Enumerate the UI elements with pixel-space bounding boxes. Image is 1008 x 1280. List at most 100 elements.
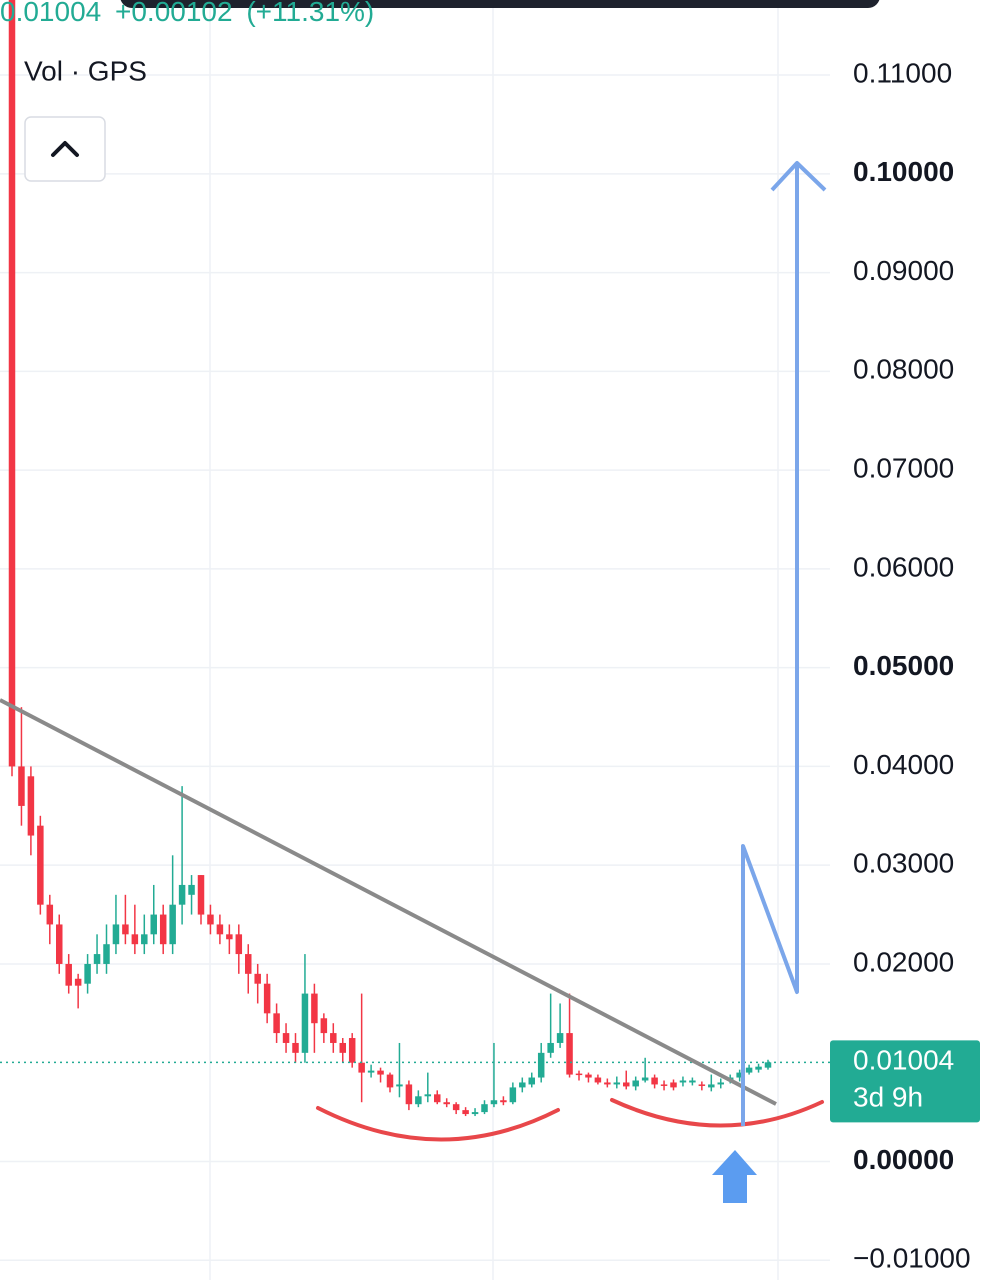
candle-body	[424, 1094, 432, 1097]
candle-body	[235, 934, 243, 955]
candle-body	[169, 904, 176, 945]
candle-body	[585, 1074, 592, 1078]
rounded-bottom-arc	[316, 1106, 560, 1142]
y-tick-label: 0.02000	[853, 946, 954, 977]
candle-body	[122, 924, 129, 935]
y-tick-label: 0.08000	[853, 354, 954, 385]
header-quote: 0.01004 +0.00102 (+11.31%)	[0, 0, 374, 27]
candle-body	[348, 1038, 356, 1063]
button-frame[interactable]	[24, 116, 106, 182]
candle-body	[46, 904, 54, 925]
candle-body	[301, 993, 309, 1053]
price-tag-value: 0.01004	[853, 1045, 954, 1076]
candle-body	[27, 776, 35, 836]
candle-body	[509, 1087, 517, 1103]
rounded-bottom-arc	[610, 1098, 824, 1128]
candle-body	[386, 1074, 394, 1088]
candle-body	[226, 934, 233, 940]
candle-body	[641, 1077, 649, 1081]
top-overlay-bar	[120, 0, 880, 8]
up-arrow-icon	[712, 1150, 757, 1203]
drawings	[0, 161, 827, 1203]
candle-body	[443, 1102, 450, 1105]
candle-body	[112, 924, 120, 945]
candle-body	[462, 1110, 469, 1115]
volume-label: Vol · GPS	[24, 55, 147, 86]
candle-body	[150, 914, 157, 935]
candle-body	[594, 1077, 602, 1083]
candle-body	[74, 978, 82, 986]
candle-body	[490, 1100, 498, 1105]
chevron-up-icon[interactable]	[51, 141, 79, 157]
candle-body	[566, 1033, 573, 1075]
candle-body	[708, 1084, 715, 1088]
candle-body	[528, 1077, 535, 1085]
candle-body	[556, 1033, 564, 1043]
candle-body	[377, 1070, 384, 1075]
candle-body	[159, 914, 167, 945]
candle-body	[689, 1080, 696, 1083]
trendline	[0, 698, 777, 1106]
candle-body	[500, 1100, 507, 1103]
header-change: +0.00102	[115, 0, 233, 27]
candle-body	[84, 963, 91, 984]
candle-body	[254, 973, 261, 984]
candle-body	[604, 1082, 611, 1085]
candle-body	[660, 1084, 668, 1086]
candle-body	[93, 954, 101, 964]
candle-body	[698, 1084, 706, 1086]
price-tag	[830, 1040, 980, 1123]
candle-body	[717, 1082, 724, 1085]
candle-body	[330, 1033, 337, 1043]
candle-body	[311, 993, 318, 1024]
candle-body	[282, 1033, 290, 1043]
candle-body	[745, 1067, 753, 1073]
candle-body	[178, 884, 186, 905]
candle-body	[273, 1013, 280, 1034]
y-tick-label: 0.03000	[853, 848, 954, 879]
y-tick-label: 0.10000	[853, 156, 954, 187]
candle-body	[292, 1042, 299, 1053]
candle-body	[320, 1018, 328, 1034]
candle-body	[8, 0, 16, 767]
price-axis: 0.11000 0.10000 0.09000 0.08000 0.07000 0.060…	[830, 57, 980, 1274]
candle-body	[131, 934, 139, 945]
candle-body	[103, 944, 110, 964]
candle-body	[670, 1082, 677, 1088]
candle-body	[207, 914, 214, 925]
candle-body	[37, 825, 44, 905]
candle-body	[679, 1080, 687, 1083]
candle-body	[245, 954, 252, 974]
y-tick-label: 0.06000	[853, 551, 954, 582]
candle-body	[547, 1042, 554, 1053]
candle-body	[197, 875, 205, 915]
candle-body	[452, 1104, 460, 1111]
y-tick-label: 0.05000	[853, 650, 954, 681]
candle-body	[651, 1077, 658, 1085]
header-price: 0.01004	[0, 0, 101, 27]
candle-body	[632, 1080, 639, 1087]
candle-body	[263, 983, 271, 1014]
candle-body	[358, 1062, 365, 1073]
candle-body	[56, 924, 63, 964]
plot-area	[0, 0, 830, 1117]
candle-body	[434, 1094, 441, 1103]
y-tick-label: 0.11000	[853, 57, 952, 88]
price-tag-countdown: 3d 9h	[853, 1082, 923, 1113]
candle-body	[764, 1062, 772, 1068]
candle-body	[537, 1052, 545, 1078]
y-tick-label: 0.07000	[853, 453, 954, 484]
grid	[0, 0, 830, 1280]
candle-body	[65, 963, 72, 986]
candle-body	[613, 1082, 621, 1085]
header-change-pct: (+11.31%)	[246, 0, 374, 27]
collapse-button[interactable]	[24, 116, 106, 182]
candle-body	[405, 1084, 413, 1105]
candle-body	[18, 766, 25, 806]
candle-body	[736, 1072, 743, 1078]
y-tick-label: 0.04000	[853, 749, 954, 780]
candle-body	[367, 1070, 375, 1073]
candle-body	[141, 934, 148, 945]
candle-body	[396, 1084, 403, 1087]
